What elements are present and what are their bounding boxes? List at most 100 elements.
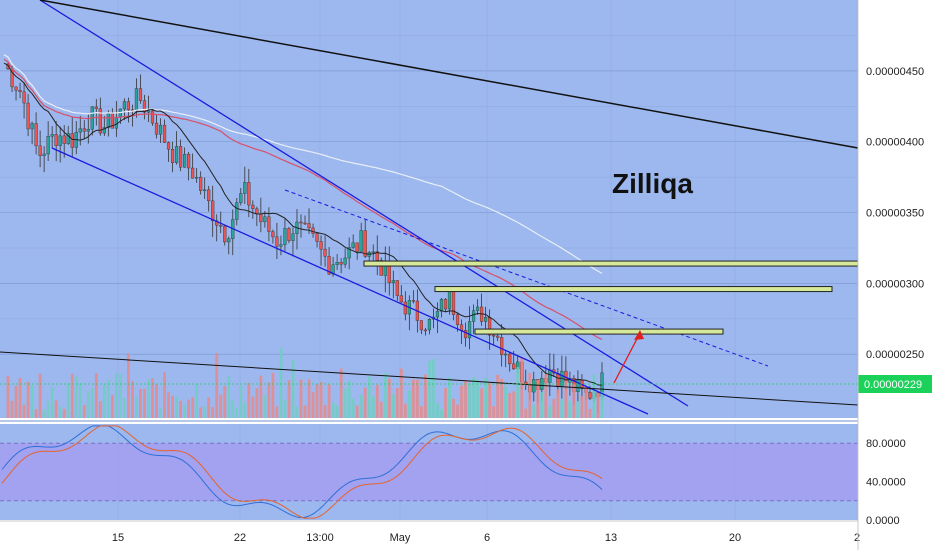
candle-body [467, 321, 472, 339]
candle-body [335, 262, 339, 265]
candle-body [86, 128, 90, 132]
candle-body [50, 134, 54, 137]
target-arrow-shaft [613, 332, 641, 384]
volume-bar [424, 374, 427, 418]
candle-body [475, 306, 480, 311]
channel-mid-dashed-line [284, 189, 769, 367]
volume-bar [183, 404, 187, 418]
oscillator-band [0, 443, 858, 501]
y-tick-label: 0.00000300 [866, 278, 924, 290]
volume-bar [383, 373, 387, 418]
volume-bar [596, 393, 600, 418]
volume-bar [363, 387, 367, 418]
candle-body [492, 334, 496, 337]
volume-bar [207, 397, 211, 418]
candle-body [363, 230, 367, 257]
x-tick-label: 2 [854, 532, 860, 544]
volume-bar [171, 395, 174, 418]
volume-bar [179, 400, 182, 418]
volume-bar [147, 379, 150, 418]
volume-bar [295, 406, 299, 418]
candle-body [38, 145, 42, 156]
volume-bar [90, 387, 94, 418]
candle-body [323, 248, 327, 257]
volume-bar [367, 376, 371, 418]
volume-bar [504, 386, 508, 418]
candle-body [207, 189, 211, 202]
volume-bar [315, 384, 319, 418]
moving-average-black [3, 62, 602, 386]
volume-bar [572, 384, 576, 418]
candle-body [463, 330, 468, 339]
candle-body [162, 124, 167, 143]
candle-body [379, 260, 383, 276]
volume-bar [131, 381, 134, 418]
moving-average-red [3, 58, 603, 340]
volume-bar [227, 375, 231, 418]
candle-body [126, 101, 131, 111]
candle-body [355, 242, 359, 252]
volume-bar [588, 408, 592, 418]
candle-body [439, 299, 444, 312]
x-tick-label: 15 [112, 532, 124, 544]
volume-bar [195, 383, 199, 418]
volume-bar [395, 387, 399, 418]
volume-bar [211, 407, 215, 418]
candle-body [303, 222, 307, 225]
volume-bar [62, 408, 66, 418]
volume-bar [175, 396, 178, 418]
volume-bar [271, 372, 275, 418]
candle-body [142, 100, 147, 113]
candle-body [138, 88, 143, 101]
candle-body [239, 193, 243, 203]
candle-body [62, 135, 66, 144]
long-trendline-lower [0, 351, 859, 406]
oscillator-y-tick-label: 80.0000 [866, 438, 906, 450]
candle-body [158, 124, 163, 135]
volume-bar [584, 386, 588, 418]
volume-bar [600, 391, 604, 418]
candle-body [279, 244, 283, 247]
candle-body [351, 242, 355, 248]
volume-bar [456, 404, 459, 418]
candle-body [247, 182, 251, 206]
candle-body [443, 299, 448, 310]
moving-average-white [3, 54, 603, 274]
volume-bar [151, 378, 154, 418]
candle-body [447, 291, 452, 310]
volume-bar [560, 399, 564, 418]
volume-bar [110, 395, 114, 418]
candle-body [227, 238, 231, 243]
volume-bar [552, 398, 556, 418]
y-tick-label: 0.00000350 [866, 208, 924, 220]
candle-body [6, 63, 10, 70]
candle-body [548, 369, 552, 383]
volume-bar [42, 409, 46, 418]
candle-body [122, 101, 127, 110]
resistance-box [434, 286, 833, 293]
volume-bar [564, 380, 568, 418]
volume-bar [335, 405, 339, 418]
candle-body [275, 236, 279, 247]
channel-lower-line [51, 147, 649, 415]
volume-bar [34, 409, 38, 418]
target-arrow-head [634, 330, 644, 340]
candle-body [395, 280, 399, 296]
volume-bar [415, 379, 419, 418]
candles [6, 62, 604, 414]
volume-bar [403, 403, 407, 418]
volume-bar [159, 408, 162, 418]
volume-bar [235, 407, 239, 418]
candle-body [235, 202, 239, 220]
candle-body [14, 86, 18, 91]
volume-bar [82, 405, 86, 418]
candle-body [199, 176, 203, 191]
candle-body [508, 353, 512, 365]
volume-bar [484, 378, 488, 418]
candle-body [403, 301, 407, 315]
candle-body [82, 128, 86, 132]
candle-body [70, 133, 74, 148]
volume-bar [203, 406, 207, 418]
volume-bar [267, 382, 271, 418]
volume-bar [488, 383, 492, 418]
